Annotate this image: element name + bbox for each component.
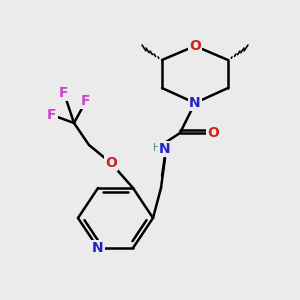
Text: O: O <box>105 156 117 170</box>
Text: F: F <box>59 86 69 100</box>
Text: N: N <box>189 96 201 110</box>
Text: N: N <box>159 142 171 156</box>
Text: N: N <box>92 241 104 255</box>
Text: O: O <box>189 39 201 53</box>
Text: F: F <box>47 108 57 122</box>
Text: F: F <box>81 94 91 108</box>
Text: H: H <box>153 143 161 153</box>
Text: O: O <box>207 126 219 140</box>
